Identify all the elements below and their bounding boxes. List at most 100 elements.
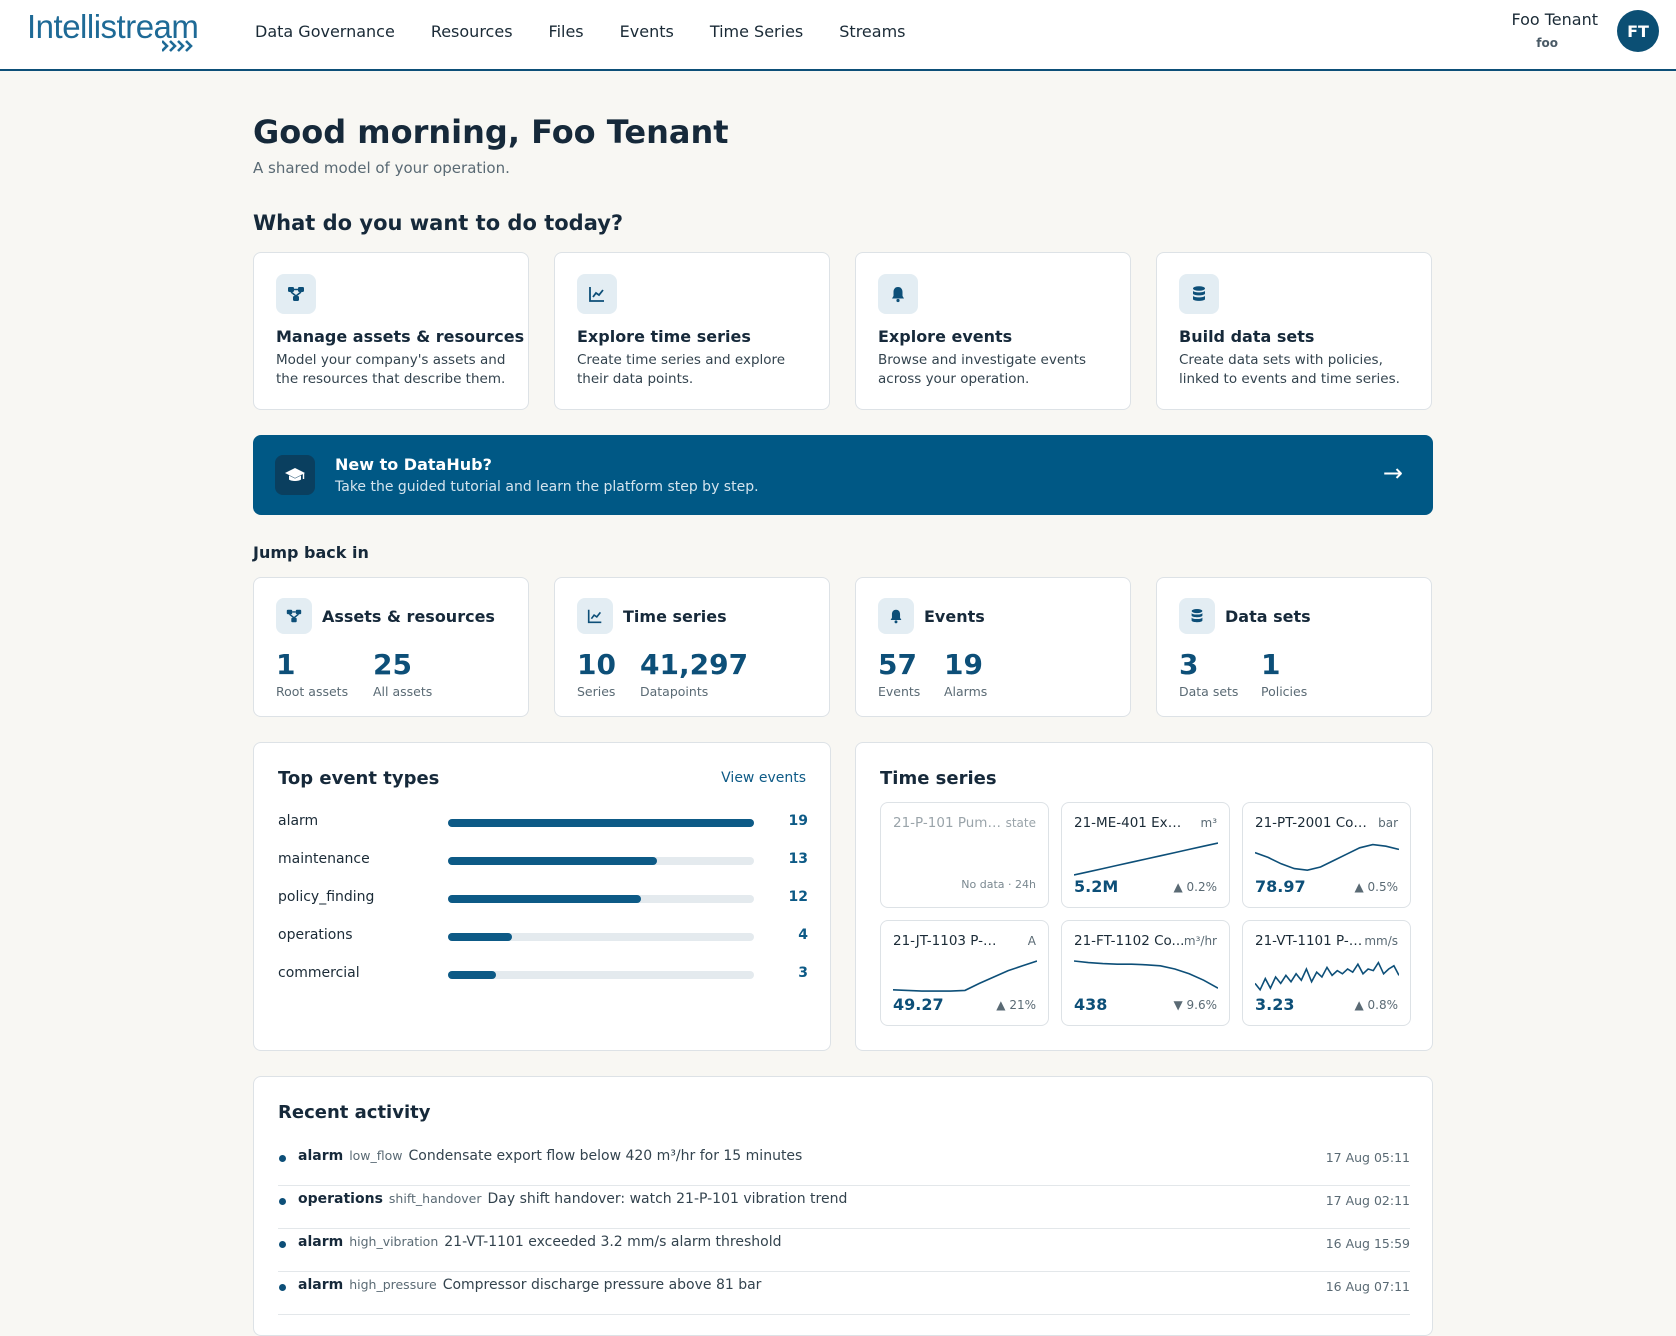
timeseries-change: ▲ 21% — [996, 998, 1036, 1012]
jump-card-title: Data sets — [1225, 607, 1311, 626]
nav-data-governance[interactable]: Data Governance — [255, 21, 395, 41]
no-data-label: No data · 24h — [961, 878, 1036, 891]
hierarchy-icon — [276, 274, 316, 314]
activity-row[interactable]: alarm low_flow Condensate export flow belo… — [278, 1143, 1410, 1186]
timeseries-change: ▲ 0.5% — [1354, 880, 1398, 894]
event-type-label: operations — [278, 927, 353, 943]
timeseries-tile[interactable]: 21-P-101 Pump ... state No data · 24h — [880, 802, 1049, 908]
stat-label: Series — [577, 684, 616, 699]
activity-type: alarm — [298, 1277, 344, 1293]
action-card-assets[interactable]: Manage assets & resources Model your com… — [253, 252, 529, 410]
action-title: Explore time series — [577, 327, 751, 346]
main-nav: Data Governance Resources Files Events T… — [255, 0, 942, 62]
action-card-datasets[interactable]: Build data sets Create data sets with po… — [1156, 252, 1432, 410]
activity-text: alarm high_pressure Compressor discharge p… — [298, 1277, 761, 1293]
event-type-label: maintenance — [278, 851, 370, 867]
timeseries-tile[interactable]: 21-PT-2001 Com... bar 78.97 ▲ 0.5% — [1242, 802, 1411, 908]
database-icon — [1179, 598, 1215, 634]
jump-card-assets[interactable]: Assets & resources 1 Root assets 25 All … — [253, 577, 529, 717]
bell-icon — [878, 598, 914, 634]
jump-card-timeseries[interactable]: Time series 10 Series 41,297 Datapoints — [554, 577, 830, 717]
bar-track — [448, 933, 754, 941]
timeseries-unit: m³ — [1200, 816, 1218, 830]
line-chart-icon — [577, 598, 613, 634]
action-desc: Create data sets with policies, linked t… — [1179, 352, 1400, 387]
bar-track — [448, 971, 754, 979]
nav-files[interactable]: Files — [548, 21, 584, 41]
action-title: Explore events — [878, 327, 1013, 346]
timeseries-value: 438 — [1074, 995, 1108, 1014]
nav-time-series[interactable]: Time Series — [709, 21, 804, 41]
recent-activity-panel: Recent activity alarm low_flow Condensate … — [253, 1076, 1433, 1336]
timeseries-value: 78.97 — [1255, 877, 1306, 896]
sparkline — [1255, 843, 1399, 872]
activity-row[interactable]: alarm high_vibration 21-VT-1101 exceeded 3… — [278, 1229, 1410, 1272]
action-desc: Model your company's assets and the reso… — [276, 352, 506, 387]
avatar[interactable]: FT — [1617, 10, 1659, 52]
event-type-count: 3 — [798, 965, 808, 981]
timeseries-change: ▼ 9.6% — [1173, 998, 1217, 1012]
activity-text: operations shift_handover Day shift handov… — [298, 1191, 847, 1207]
brand-logo[interactable]: Intellistream — [27, 8, 202, 54]
timeseries-tile[interactable]: 21-ME-401 Expor... m³ 5.2M ▲ 0.2% — [1061, 802, 1230, 908]
timeseries-name: 21-P-101 Pump ... — [893, 815, 1005, 831]
banner-desc: Take the guided tutorial and learn the p… — [335, 479, 759, 495]
event-type-label: commercial — [278, 965, 360, 981]
activity-subtype: high_pressure — [349, 1277, 437, 1292]
event-type-count: 13 — [788, 851, 808, 867]
stat-series: 10 Series — [577, 648, 616, 699]
jump-card-events[interactable]: Events 57 Events 19 Alarms — [855, 577, 1131, 717]
event-type-row[interactable]: alarm 19 — [278, 813, 808, 833]
event-type-row[interactable]: commercial 3 — [278, 965, 808, 985]
arrow-right-icon[interactable]: → — [1382, 459, 1403, 487]
activity-row[interactable]: alarm high_pressure Compressor discharge p… — [278, 1272, 1410, 1315]
bar-track — [448, 857, 754, 865]
bar-fill — [448, 933, 513, 941]
event-type-row[interactable]: policy_finding 12 — [278, 889, 808, 909]
event-type-count: 19 — [788, 813, 808, 829]
bar-fill — [448, 857, 658, 865]
activity-type: operations — [298, 1191, 383, 1207]
event-type-label: alarm — [278, 813, 319, 829]
timeseries-unit: state — [1005, 816, 1036, 830]
event-type-label: policy_finding — [278, 889, 375, 905]
activity-message: Condensate export flow below 420 m³/hr f… — [408, 1148, 803, 1164]
bar-track — [448, 895, 754, 903]
event-type-count: 12 — [788, 889, 808, 905]
stat-label: Policies — [1261, 684, 1308, 699]
stat-label: Data sets — [1179, 684, 1239, 699]
stat-policies: 1 Policies — [1261, 648, 1307, 699]
graduation-cap-icon — [275, 455, 315, 495]
timeseries-name: 21-VT-1101 P-1... — [1255, 933, 1367, 949]
timeseries-tile[interactable]: 21-FT-1102 Co... m³/hr 438 ▼ 9.6% — [1061, 920, 1230, 1026]
bullet-icon — [279, 1284, 286, 1291]
stat-value: 25 — [373, 648, 412, 681]
bell-icon — [878, 274, 918, 314]
nav-streams[interactable]: Streams — [839, 21, 906, 41]
nav-events[interactable]: Events — [619, 21, 674, 41]
timeseries-tile[interactable]: 21-VT-1101 P-1... mm/s 3.23 ▲ 0.8% — [1242, 920, 1411, 1026]
sparkline — [1255, 960, 1399, 992]
timeseries-name: 21-ME-401 Expor... — [1074, 815, 1186, 831]
jump-card-datasets[interactable]: Data sets 3 Data sets 1 Policies — [1156, 577, 1432, 717]
stat-datapoints: 41,297 Datapoints — [640, 648, 748, 699]
bar-track — [448, 819, 754, 827]
nav-resources[interactable]: Resources — [430, 21, 513, 41]
event-type-row[interactable]: operations 4 — [278, 927, 808, 947]
sparkline — [1074, 842, 1218, 876]
view-events-link[interactable]: View events — [721, 770, 806, 786]
stat-label: Datapoints — [640, 684, 709, 699]
event-type-row[interactable]: maintenance 13 — [278, 851, 808, 871]
timeseries-name: 21-PT-2001 Com... — [1255, 815, 1367, 831]
stat-label: Alarms — [944, 684, 988, 699]
activity-time: 17 Aug 02:11 — [1325, 1193, 1410, 1208]
tutorial-banner[interactable]: New to DataHub? Take the guided tutorial… — [253, 435, 1433, 515]
action-card-timeseries[interactable]: Explore time series Create time series a… — [554, 252, 830, 410]
panel-title: Top event types — [278, 768, 440, 789]
stat-value: 3 — [1179, 648, 1199, 681]
timeseries-tile[interactable]: 21-JT-1103 P-101 m... A 49.27 ▲ 21% — [880, 920, 1049, 1026]
action-card-events[interactable]: Explore events Browse and investigate ev… — [855, 252, 1131, 410]
activity-row[interactable]: operations shift_handover Day shift handov… — [278, 1186, 1410, 1229]
panel-title: Recent activity — [278, 1102, 431, 1123]
stat-label: All assets — [373, 684, 433, 699]
